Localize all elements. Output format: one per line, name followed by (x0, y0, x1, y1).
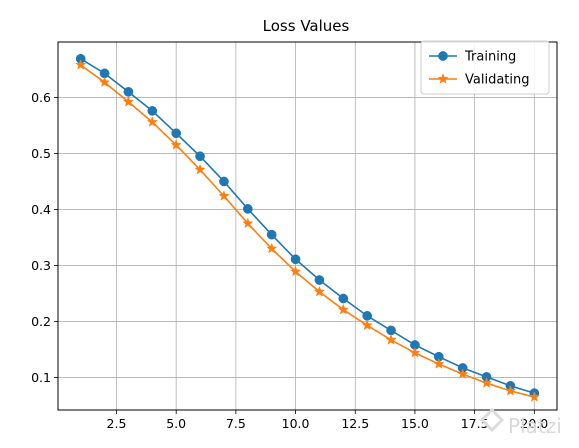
data-point (433, 358, 445, 369)
data-point (219, 176, 229, 187)
data-point (146, 116, 158, 127)
x-tick-label: 5.0 (166, 416, 186, 431)
x-tick-label: 20.0 (520, 416, 548, 431)
data-point (314, 275, 325, 285)
chart-title: Loss Values (263, 17, 350, 35)
series-training (75, 53, 540, 398)
x-tick-label: 15.0 (401, 416, 429, 431)
data-point (242, 217, 254, 229)
legend-label: Training (464, 50, 516, 65)
data-point (98, 76, 111, 88)
series-line (80, 64, 535, 398)
watermark-diamond (479, 407, 505, 433)
data-point (361, 319, 373, 331)
y-tick-label: 0.1 (31, 370, 51, 385)
x-tick-label: 2.5 (107, 416, 127, 431)
data-point (266, 229, 277, 240)
y-tick-label: 0.6 (31, 90, 51, 105)
data-point (147, 106, 158, 116)
series-layer (75, 53, 540, 402)
platzi-watermark-logo: Platzi (479, 407, 562, 438)
legend-entry: Training (429, 50, 516, 65)
legend-marker (438, 51, 448, 61)
y-tick-label: 0.5 (31, 146, 51, 161)
watermark-text: Platzi (508, 414, 562, 438)
data-point (194, 163, 206, 175)
x-tick-label: 10.0 (282, 416, 310, 431)
legend-box (420, 40, 550, 95)
y-axis-ticks: 0.1 0.2 0.3 0.4 0.5 0.6 (31, 90, 58, 385)
data-point (385, 334, 397, 345)
legend: Training Validating (420, 40, 550, 95)
legend-entry: Validating (429, 73, 530, 88)
data-point (75, 59, 87, 70)
data-point (266, 242, 278, 254)
data-point (362, 311, 373, 321)
data-point (386, 325, 396, 336)
data-point (338, 293, 349, 304)
data-point (504, 384, 517, 396)
data-point (480, 377, 493, 388)
plot-frame (57, 41, 558, 411)
data-point (242, 204, 253, 214)
data-point (289, 265, 302, 277)
x-axis-ticks: 2.5 5.0 7.5 10.0 12.5 15.0 17.5 20.0 (107, 410, 548, 431)
series-validating (75, 59, 540, 402)
y-tick-label: 0.4 (31, 202, 51, 217)
data-point (123, 86, 134, 97)
data-point (171, 128, 182, 139)
legend-label: Validating (465, 73, 530, 88)
data-point (290, 254, 301, 265)
data-point (313, 285, 326, 297)
data-point (218, 190, 230, 201)
data-point (195, 151, 205, 162)
grid (58, 42, 557, 410)
y-tick-label: 0.2 (31, 314, 51, 329)
data-point (409, 346, 421, 358)
y-tick-label: 0.3 (31, 258, 51, 273)
data-point (337, 303, 349, 315)
data-point (457, 368, 469, 379)
x-tick-label: 7.5 (226, 416, 246, 431)
data-point (528, 391, 540, 402)
legend-marker (437, 73, 449, 84)
data-point (122, 96, 135, 107)
x-tick-label: 12.5 (341, 416, 369, 431)
data-point (170, 139, 182, 150)
